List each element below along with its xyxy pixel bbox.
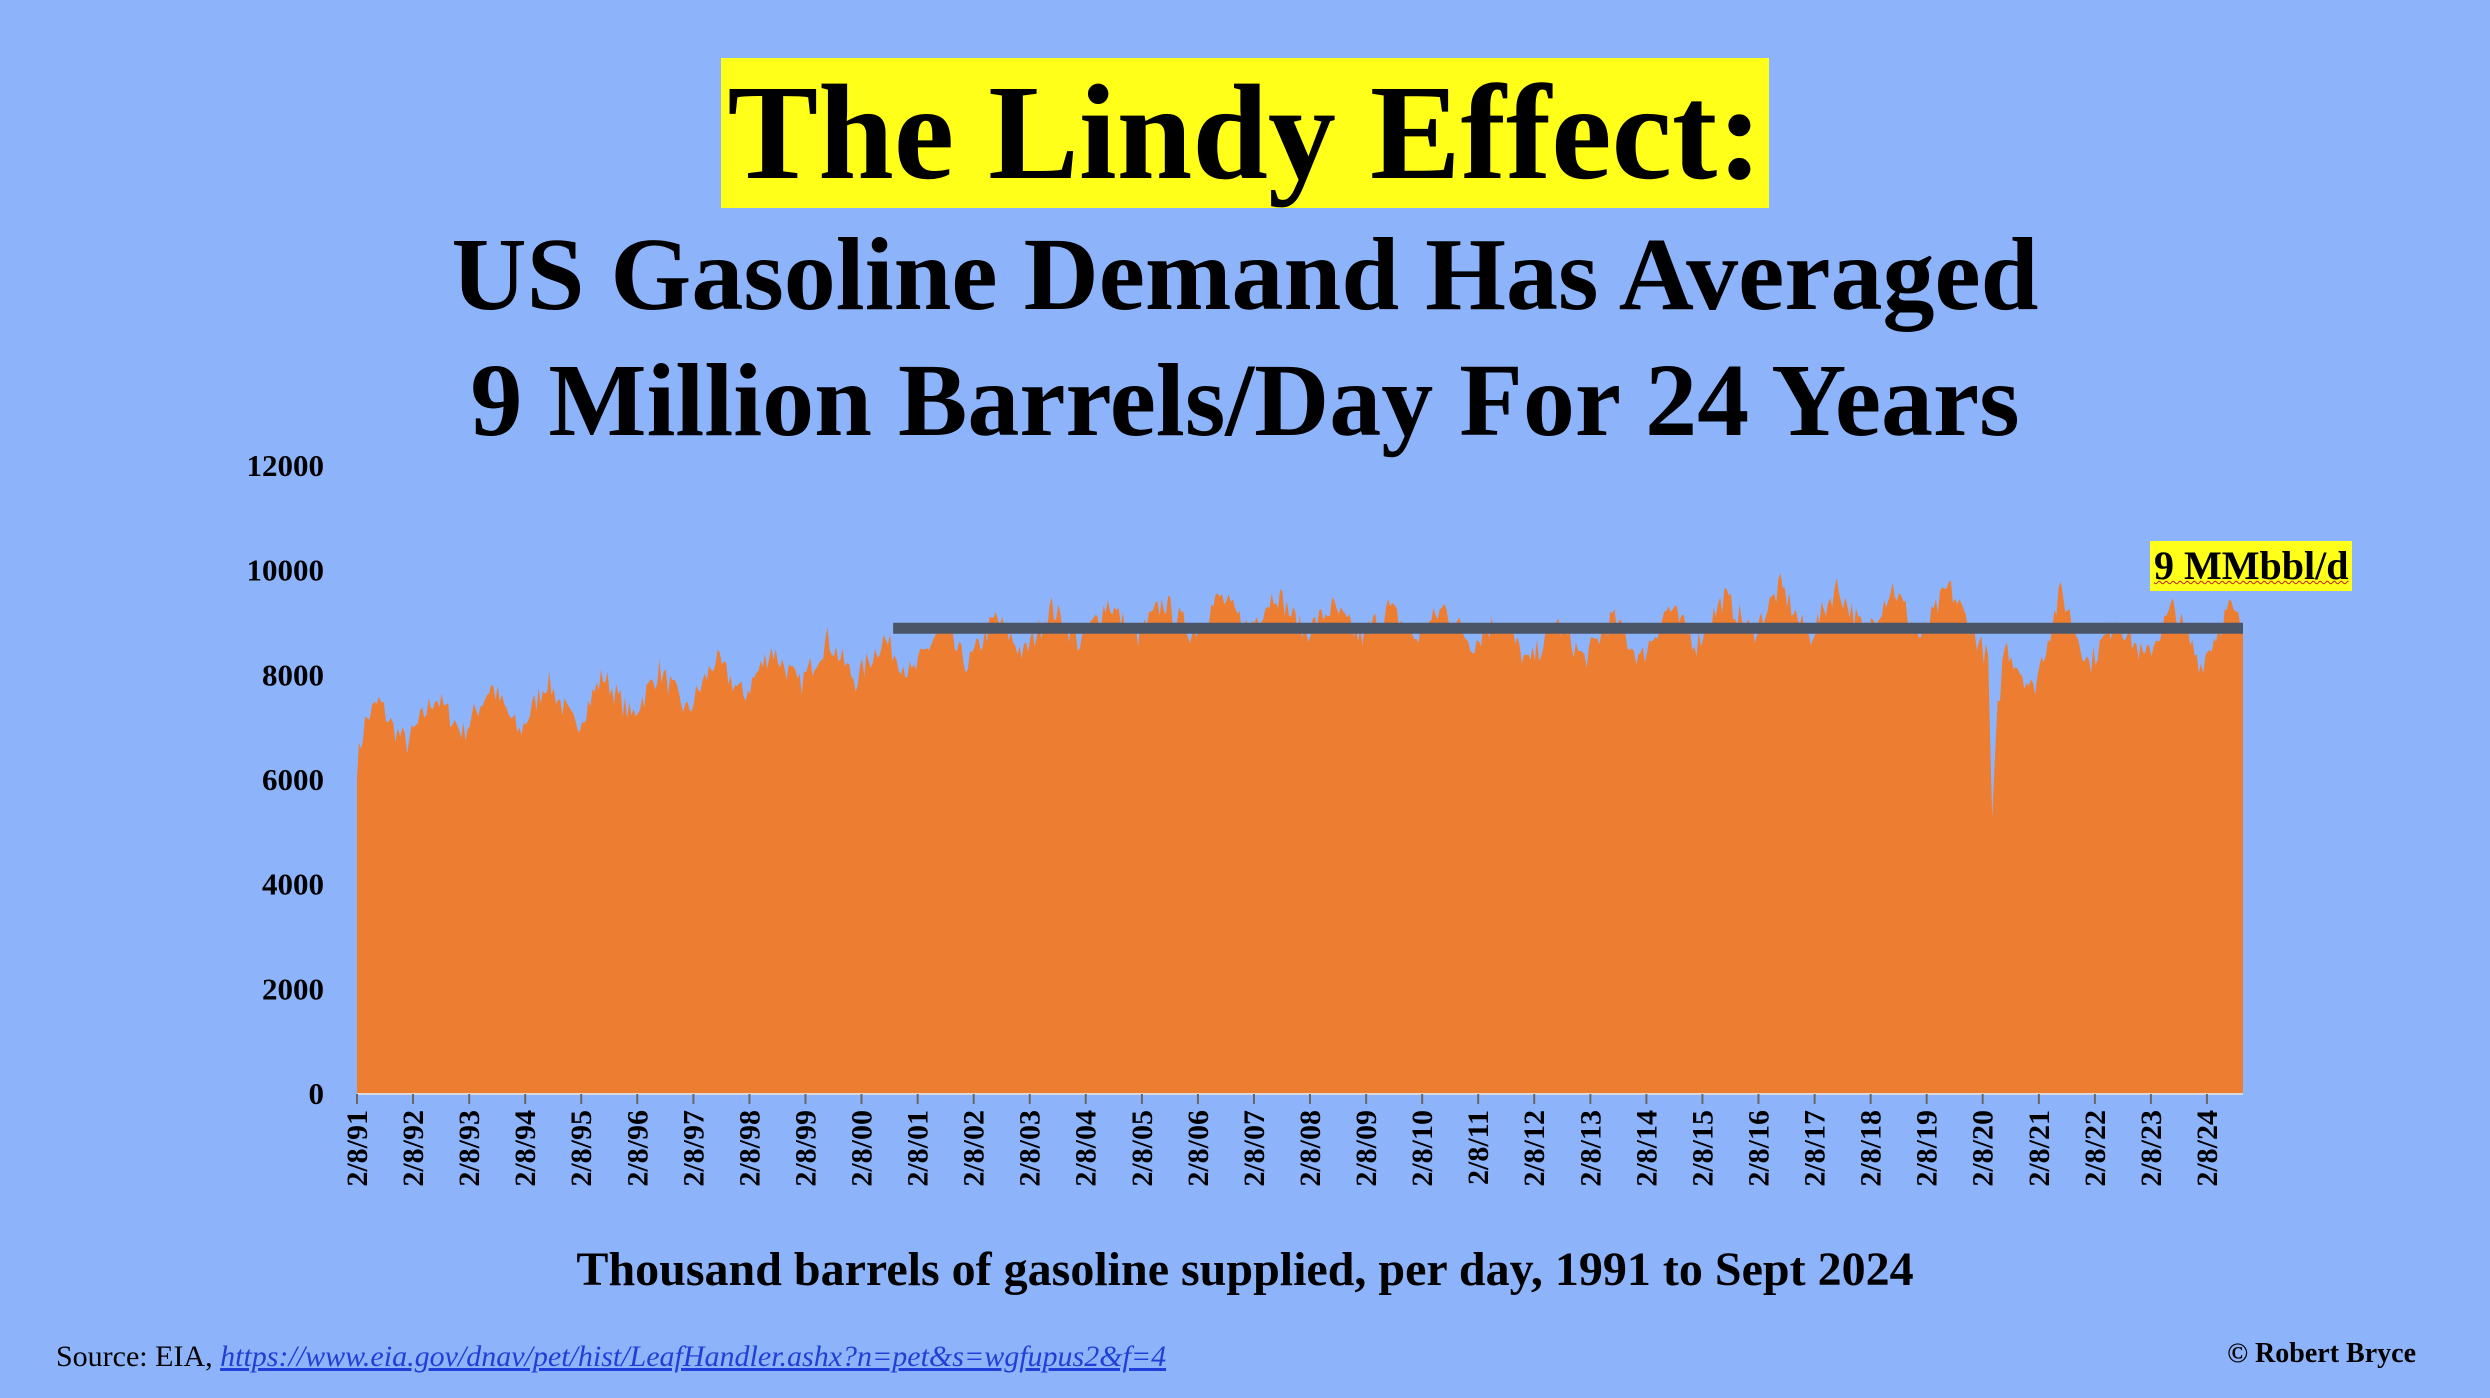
area-series-0 [357,573,2243,1094]
x-tick-label: 2/8/93 [453,1110,486,1187]
x-tick-label: 2/8/06 [1182,1110,1215,1187]
x-tick-label: 2/8/09 [1350,1110,1383,1187]
y-tick-label: 6000 [262,762,324,797]
x-tick-label: 2/8/95 [565,1110,598,1187]
x-tick-label: 2/8/13 [1574,1110,1607,1187]
source-link[interactable]: https://www.eia.gov/dnav/pet/hist/LeafHa… [220,1340,1167,1373]
x-tick-label: 2/8/12 [1518,1110,1551,1187]
subtitle-line-1: US Gasoline Demand Has Averaged [451,217,2039,332]
x-axis-title: Thousand barrels of gasoline supplied, p… [576,1243,1914,1296]
x-tick-label: 2/8/91 [341,1110,374,1187]
subtitle: US Gasoline Demand Has Averaged 9 Millio… [0,212,2490,464]
x-tick-label: 2/8/97 [677,1110,710,1187]
x-tick-label: 2/8/10 [1406,1110,1439,1187]
y-tick-label: 12000 [247,448,325,483]
x-tick-label: 2/8/00 [845,1110,878,1187]
x-tick-label: 2/8/08 [1294,1110,1327,1187]
x-tick-label: 2/8/07 [1238,1110,1271,1187]
copyright: © Robert Bryce [2227,1338,2416,1369]
title-wrapper: The Lindy Effect: [0,58,2490,208]
x-tick-label: 2/8/14 [1630,1110,1663,1187]
x-tick-label: 2/8/01 [902,1110,935,1187]
y-tick-label: 8000 [262,657,324,692]
x-tick-label: 2/8/92 [397,1110,430,1187]
x-tick-label: 2/8/24 [2191,1110,2224,1187]
x-tick-label: 2/8/96 [621,1110,654,1187]
y-tick-label: 2000 [262,971,324,1006]
reference-line-label: 9 MMbbl/d [2150,541,2353,591]
x-tick-label: 2/8/99 [789,1110,822,1187]
x-tick-label: 2/8/19 [1911,1110,1944,1187]
x-tick-label: 2/8/02 [958,1110,991,1187]
x-tick-label: 2/8/20 [1967,1110,2000,1187]
x-tick-label: 2/8/23 [2135,1110,2168,1187]
x-tick-label: 2/8/03 [1014,1110,1047,1187]
source-prefix: Source: EIA, [56,1340,221,1373]
subtitle-line-2: 9 Million Barrels/Day For 24 Years [470,343,2020,458]
source-note: Source: EIA, https://www.eia.gov/dnav/pe… [56,1340,1166,1374]
y-tick-label: 4000 [262,867,324,902]
y-tick-label: 0 [309,1076,325,1111]
x-tick-label: 2/8/94 [509,1110,542,1187]
x-tick-label: 2/8/17 [1799,1110,1832,1187]
x-tick-label: 2/8/04 [1070,1110,1103,1187]
x-tick-label: 2/8/16 [1742,1110,1775,1187]
y-tick-label: 10000 [247,553,325,588]
page-title: The Lindy Effect: [721,58,1769,208]
x-tick-label: 2/8/22 [2079,1110,2112,1187]
x-tick-label: 2/8/21 [2023,1110,2056,1187]
x-tick-label: 2/8/05 [1126,1110,1159,1187]
x-tick-label: 2/8/15 [1686,1110,1719,1187]
x-tick-label: 2/8/98 [733,1110,766,1187]
x-tick-label: 2/8/18 [1855,1110,1888,1187]
x-tick-label: 2/8/11 [1462,1110,1495,1185]
